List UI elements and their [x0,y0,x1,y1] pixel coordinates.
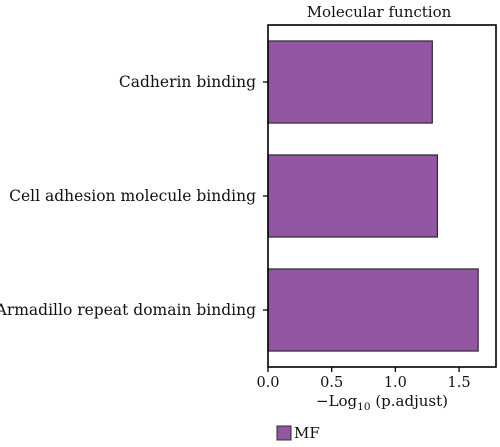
legend: MF [276,424,320,442]
plot-frame [267,24,497,368]
x-tick-label: 1.5 [448,375,471,391]
chart-title: Molecular function [307,3,452,21]
legend-swatch [276,425,292,441]
x-axis-title: −Log10 (p.adjust) [316,392,448,413]
x-tick-label: 0.5 [320,375,343,391]
category-labels: Cadherin binding Cell adhesion molecule b… [0,73,268,319]
x-tick-label: 0.0 [256,375,279,391]
category-label: Armadillo repeat domain binding [0,301,256,319]
x-axis-ticks: 0.0 0.5 1.0 1.5 [256,367,471,391]
bars [267,40,479,352]
x-tick-label: 1.0 [384,375,407,391]
legend-label-mf: MF [294,424,320,442]
bar-2 [267,154,439,238]
bar-1 [267,40,433,124]
category-label: Cell adhesion molecule binding [9,187,256,205]
bar-3 [267,268,479,352]
category-label: Cadherin binding [119,73,256,91]
